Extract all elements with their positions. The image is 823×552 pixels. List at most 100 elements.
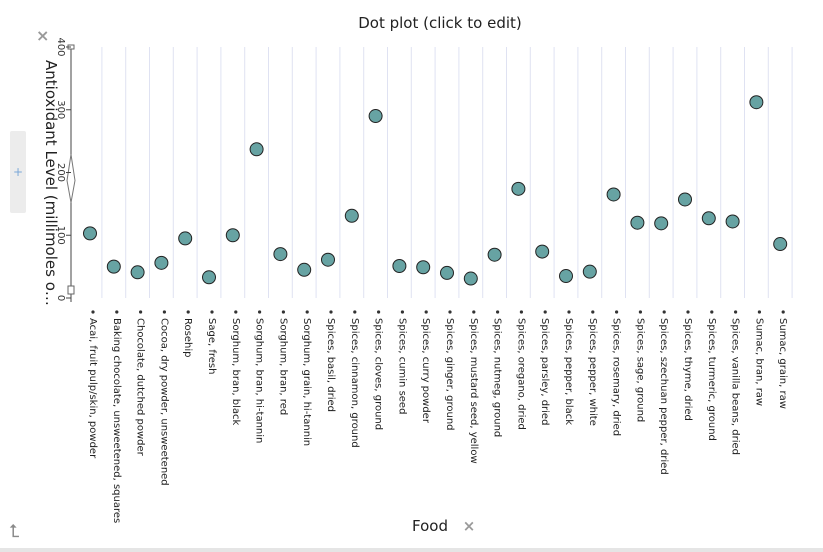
- chart-title[interactable]: Dot plot (click to edit): [358, 14, 522, 32]
- x-tick-label: Rosehip: [182, 318, 193, 357]
- x-tick-bullet: [186, 310, 190, 314]
- x-tick-bullet: [567, 310, 571, 314]
- x-tick-label: Sage, fresh: [206, 318, 217, 374]
- x-tick-bullet: [781, 310, 785, 314]
- x-tick-label: Acai, fruit pulp/skin, powder: [87, 318, 98, 459]
- data-point[interactable]: [773, 237, 788, 252]
- x-axis-label[interactable]: Food ×: [412, 517, 475, 535]
- data-point[interactable]: [725, 214, 740, 229]
- data-point[interactable]: [463, 271, 478, 286]
- x-tick-bullet: [615, 310, 619, 314]
- data-point[interactable]: [511, 181, 526, 196]
- data-points: [83, 95, 788, 286]
- data-point[interactable]: [368, 109, 383, 124]
- x-tick-label: Sumac, grain, raw: [777, 318, 788, 409]
- x-tick-bullet: [757, 310, 762, 314]
- x-tick-label: Spices, pepper, black: [563, 318, 574, 425]
- data-point[interactable]: [106, 259, 121, 274]
- data-point[interactable]: [392, 258, 407, 273]
- x-tick-label: Spices, cinnamon, ground: [349, 318, 360, 448]
- x-tick-label: Spices, vanilla beans, dried: [730, 318, 741, 455]
- data-point[interactable]: [535, 244, 550, 259]
- x-tick-label: Spices, basil, dried: [325, 318, 336, 412]
- close-icon[interactable]: ×: [36, 26, 50, 45]
- data-point[interactable]: [582, 264, 597, 279]
- x-tick-label: Sorghum, grain, hi-tannin: [301, 318, 312, 446]
- side-panel-tab[interactable]: +: [10, 131, 26, 213]
- x-tick-bullet: [210, 310, 214, 314]
- x-tick-label: Spices, cloves, ground: [373, 318, 384, 430]
- data-point[interactable]: [83, 226, 97, 241]
- x-tick-label: Spices, rosemary, dried: [611, 318, 622, 436]
- x-tick-bullet: [591, 310, 595, 314]
- data-point[interactable]: [749, 95, 764, 110]
- x-tick-bullet: [91, 310, 95, 314]
- data-point[interactable]: [225, 228, 240, 243]
- x-tick-bullet: [377, 310, 381, 314]
- x-tick-bullet: [234, 310, 238, 314]
- x-axis-close-icon[interactable]: ×: [462, 517, 476, 535]
- x-tick-label: Sorghum, bran, red: [277, 318, 288, 415]
- x-tick-bullet: [424, 310, 428, 314]
- x-tick-label: Chocolate, dutched powder: [135, 318, 146, 457]
- x-tick-label: Spices, curry powder: [420, 318, 431, 424]
- axis-swap-icon[interactable]: ⮤: [9, 521, 20, 542]
- x-tick-label: Spices, turmeric, ground: [706, 318, 717, 441]
- gridlines: [101, 47, 793, 298]
- data-point[interactable]: [440, 265, 454, 280]
- x-tick-bullet: [448, 310, 452, 314]
- x-tick-label: Spices, pepper, white: [587, 318, 598, 426]
- x-tick-label: Spices, oregano, dried: [515, 318, 526, 430]
- x-tick-bullet: [400, 310, 404, 314]
- data-point[interactable]: [487, 247, 502, 262]
- x-tick-label: Sorghum, bran, hi-tannin: [254, 318, 265, 443]
- data-point[interactable]: [297, 262, 312, 277]
- x-tick-label: Sorghum, bran, black: [230, 318, 241, 426]
- data-point[interactable]: [701, 211, 716, 226]
- y-axis-min-handle[interactable]: [67, 285, 75, 295]
- data-point[interactable]: [654, 216, 669, 231]
- x-tick-bullet: [115, 310, 119, 314]
- data-point[interactable]: [416, 260, 431, 275]
- x-tick-bullet: [258, 310, 262, 314]
- data-point[interactable]: [630, 215, 645, 230]
- data-point[interactable]: [321, 252, 335, 267]
- data-point[interactable]: [273, 247, 288, 262]
- data-point[interactable]: [606, 187, 621, 202]
- data-point[interactable]: [130, 265, 145, 280]
- data-point[interactable]: [344, 208, 359, 223]
- x-tick-label: Spices, thyme, dried: [682, 318, 693, 421]
- x-tick-label: Spices, sage, ground: [634, 318, 645, 422]
- x-tick-label: Sumac, bran, raw: [753, 318, 764, 406]
- x-tick-label: Spices, parsley, dried: [539, 318, 550, 425]
- x-tick-bullet: [519, 310, 524, 314]
- x-tick-bullet: [281, 310, 285, 314]
- x-tick-bullet: [496, 310, 500, 314]
- x-tick-bullet: [662, 310, 666, 314]
- x-tick-bullet: [686, 310, 690, 314]
- x-tick-bullet: [638, 310, 643, 314]
- x-tick-label: Spices, cumin seed: [396, 318, 407, 414]
- y-tick-label: 200: [55, 163, 66, 182]
- y-tick-label: 400: [55, 37, 66, 56]
- x-tick-label: Spices, mustard seed, yellow: [468, 318, 479, 464]
- data-point[interactable]: [249, 142, 264, 157]
- data-point[interactable]: [202, 270, 216, 285]
- x-tick-bullet: [353, 310, 357, 314]
- x-tick-label: Spices, szechuan pepper, dried: [658, 318, 669, 475]
- x-tick-label: Cocoa, dry powder, unsweetened: [158, 318, 169, 486]
- x-axis: Acai, fruit pulp/skin, powder Baking choc…: [87, 310, 788, 523]
- x-tick-label: Spices, nutmeg, ground: [492, 318, 503, 437]
- y-tick-label: 0: [55, 295, 66, 301]
- data-point[interactable]: [178, 231, 193, 246]
- y-tick-label: 100: [55, 226, 66, 245]
- x-tick-bullet: [305, 310, 309, 314]
- y-axis-drag-handle[interactable]: [66, 154, 76, 203]
- data-point[interactable]: [154, 255, 169, 270]
- data-point[interactable]: [559, 269, 573, 284]
- x-axis-label-text: Food: [412, 517, 448, 535]
- data-point[interactable]: [678, 192, 692, 207]
- y-axis: 0 100 200 300 400: [55, 37, 76, 302]
